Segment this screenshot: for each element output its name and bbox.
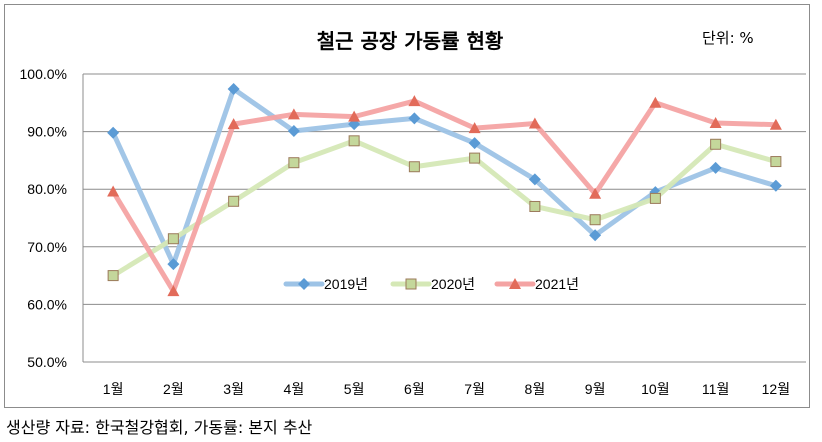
- y-tick-label: 50.0%: [27, 354, 67, 370]
- legend-marker: [509, 278, 521, 289]
- data-point: [649, 96, 662, 108]
- x-tick-label: 1월: [103, 381, 124, 397]
- chart-frame: [4, 4, 810, 408]
- x-tick-label: 2월: [163, 381, 184, 397]
- data-point: [649, 192, 661, 204]
- data-point: [408, 161, 420, 173]
- x-tick-label: 9월: [585, 381, 606, 397]
- x-tick-label: 7월: [464, 381, 485, 397]
- y-tick-label: 60.0%: [27, 296, 67, 312]
- x-tick-label: 11월: [702, 381, 729, 397]
- legend-item: 2019년: [283, 276, 368, 292]
- data-point: [348, 110, 361, 122]
- legend-item: 2021년: [494, 276, 579, 292]
- source-note: 생산량 자료: 한국철강협회, 가동률: 본지 추산: [6, 418, 313, 437]
- data-point: [167, 285, 180, 297]
- data-point: [408, 95, 421, 107]
- data-point: [468, 122, 481, 134]
- y-axis-ticks: 50.0% 60.0% 70.0% 80.0% 90.0% 100.0%: [20, 66, 67, 370]
- y-tick-label: 100.0%: [20, 66, 67, 82]
- data-point: [589, 214, 601, 226]
- data-point: [228, 195, 240, 207]
- x-tick-label: 4월: [284, 381, 305, 397]
- data-point: [408, 112, 421, 125]
- data-point: [528, 173, 541, 186]
- chart-title: 철근 공장 가동률 현황: [317, 29, 504, 53]
- legend: 2019년 2020년 2021년: [283, 276, 579, 292]
- data-point: [227, 118, 240, 130]
- data-point: [107, 270, 119, 282]
- legend-label: 2019년: [324, 276, 368, 292]
- data-point: [468, 137, 481, 150]
- data-point: [167, 233, 179, 245]
- data-point: [348, 135, 360, 147]
- data-point: [709, 116, 722, 128]
- legend-marker: [298, 278, 310, 290]
- unit-label: 단위: %: [702, 29, 754, 47]
- x-tick-label: 10월: [641, 381, 669, 397]
- x-tick-label: 5월: [344, 381, 365, 397]
- data-point: [769, 118, 782, 130]
- legend-item: 2020년: [390, 276, 475, 292]
- x-tick-label: 12월: [762, 381, 790, 397]
- legend-label: 2021년: [535, 276, 579, 292]
- data-point: [469, 152, 481, 164]
- legend-label: 2020년: [431, 276, 475, 292]
- data-point: [167, 258, 180, 271]
- y-tick-label: 80.0%: [27, 181, 67, 197]
- series-lines: [107, 82, 782, 297]
- series-line: [110, 138, 779, 279]
- series-2: [107, 135, 782, 282]
- series-line: [110, 98, 779, 294]
- data-point: [769, 179, 782, 192]
- series-3: [107, 95, 782, 297]
- x-tick-label: 6월: [404, 381, 425, 397]
- y-tick-label: 70.0%: [27, 239, 67, 255]
- legend-marker: [405, 278, 417, 290]
- data-point: [589, 187, 602, 199]
- x-axis-ticks: 1월 2월 3월 4월 5월 6월 7월 8월 9월 10월 11월 12월: [103, 381, 790, 397]
- x-tick-label: 3월: [223, 381, 244, 397]
- data-point: [710, 138, 722, 150]
- data-point: [528, 117, 541, 129]
- data-point: [529, 200, 541, 212]
- data-point: [287, 125, 300, 138]
- data-point: [288, 157, 300, 169]
- data-point: [287, 108, 300, 120]
- data-point: [770, 156, 782, 168]
- y-tick-label: 90.0%: [27, 124, 67, 140]
- data-point: [709, 161, 722, 174]
- data-point: [589, 229, 602, 242]
- x-tick-label: 8월: [525, 381, 546, 397]
- data-point: [227, 82, 240, 95]
- data-point: [107, 185, 120, 197]
- data-point: [107, 126, 120, 139]
